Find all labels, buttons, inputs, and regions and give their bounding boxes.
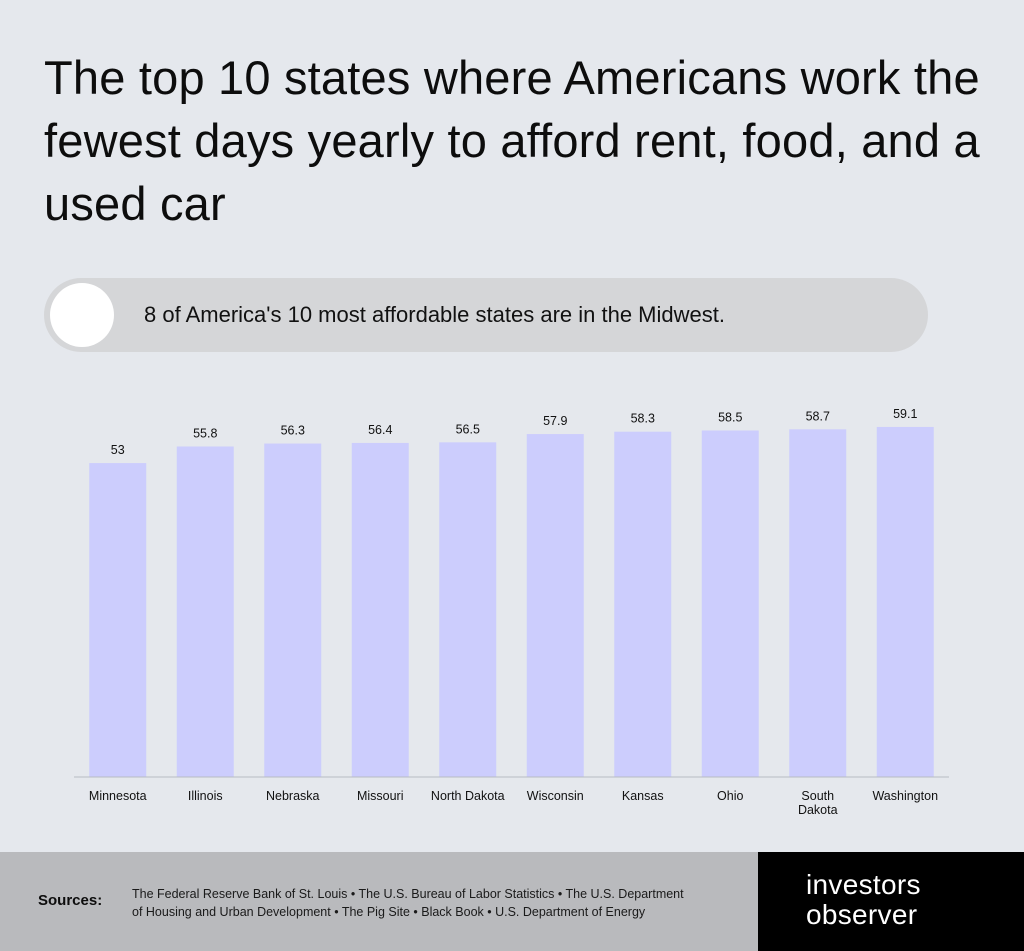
category-label-line: Dakota [798, 803, 838, 817]
category-label: Washington [872, 789, 938, 803]
bar-minnesota [89, 463, 147, 777]
category-label: Illinois [188, 789, 223, 803]
data-label: 58.5 [718, 411, 742, 425]
data-label: 59.1 [893, 407, 917, 421]
investors-observer-logo: investors observer [806, 870, 921, 930]
category-label: Ohio [717, 789, 743, 803]
callout-text: 8 of America's 10 most affordable states… [144, 302, 725, 327]
sources-line-1: The Federal Reserve Bank of St. Louis • … [132, 887, 684, 901]
category-label: Missouri [357, 789, 404, 803]
data-label: 53 [111, 443, 125, 457]
bar-missouri [351, 442, 409, 777]
data-label: 56.5 [456, 422, 480, 436]
bar-nebraska [264, 443, 322, 777]
category-label: Kansas [622, 789, 664, 803]
data-label: 56.4 [368, 423, 392, 437]
bar-washington [876, 426, 934, 777]
bar-wisconsin [526, 434, 584, 777]
bar-kansas [614, 431, 672, 777]
sources-label: Sources: [38, 892, 103, 909]
category-label: North Dakota [431, 789, 505, 803]
sources-list: The Federal Reserve Bank of St. Louis • … [132, 885, 742, 921]
logo-line-1: investors [806, 869, 921, 900]
sources-line-2: of Housing and Urban Development • The P… [132, 905, 646, 919]
data-label: 56.3 [281, 424, 305, 438]
bar-chart: 53 Minnesota 55.8 Illinois 56.3 Nebraska 56.4 M… [74, 407, 949, 817]
logo-line-2: observer [806, 899, 918, 930]
callout-banner: 8 of America's 10 most affordable states… [44, 278, 928, 352]
data-label: 55.8 [193, 426, 217, 440]
data-label: 58.3 [631, 412, 655, 426]
category-label: Wisconsin [527, 789, 584, 803]
bar-south-dakota [789, 429, 847, 777]
brand-panel: investors observer [758, 852, 1024, 951]
category-label-line: South [801, 789, 834, 803]
bar-north-dakota [439, 442, 497, 777]
callout-circle-icon [50, 283, 114, 347]
bar-illinois [176, 446, 234, 777]
sources-footer: Sources: The Federal Reserve Bank of St.… [0, 852, 758, 951]
category-label: Nebraska [266, 789, 320, 803]
data-label: 58.7 [806, 409, 830, 423]
category-label: South Dakota [798, 789, 838, 817]
category-label: Minnesota [89, 789, 147, 803]
data-label: 57.9 [543, 414, 567, 428]
page-title: The top 10 states where Americans work t… [44, 51, 980, 230]
bar-ohio [701, 430, 759, 777]
